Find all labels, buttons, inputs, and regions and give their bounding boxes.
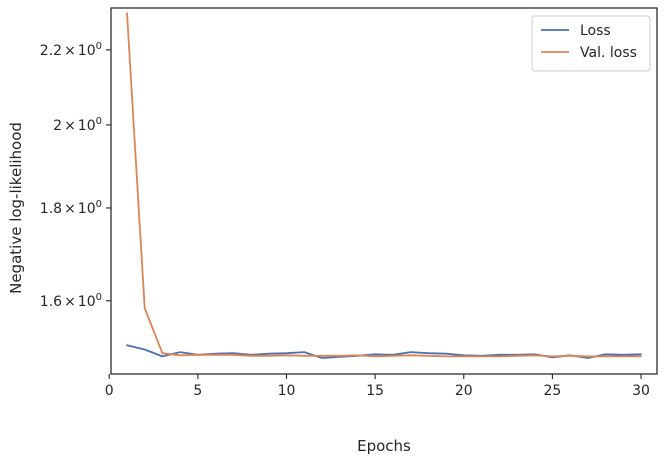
y-tick-label: 1.8 × 100 — [40, 199, 102, 217]
y-tick-base: 2 — [53, 118, 62, 134]
y-tick-exp: 0 — [96, 41, 102, 52]
legend-label-val-loss: Val. loss — [580, 45, 637, 61]
x-tick-label: 20 — [455, 383, 473, 399]
series-line-val-loss — [126, 12, 642, 358]
x-tick-label: 15 — [366, 383, 384, 399]
y-tick-exp: 0 — [96, 292, 102, 303]
y-tick-label: 2 × 100 — [53, 116, 102, 134]
y-tick-exp: 0 — [96, 116, 102, 127]
y-tick-mult: × — [64, 294, 76, 310]
y-tick-base: 1.6 — [40, 294, 62, 310]
x-axis-label: Epochs — [357, 437, 411, 455]
y-tick-pow: 10 — [78, 43, 96, 59]
y-tick-label: 1.6 × 100 — [40, 292, 102, 310]
y-tick-mult: × — [64, 43, 76, 59]
y-tick-pow: 10 — [78, 201, 96, 217]
y-tick-mult: × — [64, 201, 76, 217]
x-tick-label: 25 — [543, 383, 561, 399]
legend: Loss Val. loss — [531, 15, 651, 72]
y-tick-base: 2.2 — [40, 43, 62, 59]
x-axis: 0 5 10 15 20 25 30 — [105, 374, 650, 399]
y-tick-pow: 10 — [78, 118, 96, 134]
series-layer — [126, 12, 642, 359]
x-tick-label: 30 — [632, 383, 650, 399]
x-tick-label: 5 — [193, 383, 202, 399]
y-tick-pow: 10 — [78, 294, 96, 310]
x-tick-label: 10 — [278, 383, 296, 399]
legend-label-loss: Loss — [580, 23, 611, 39]
y-tick-mult: × — [64, 118, 76, 134]
y-tick-label: 2.2 × 100 — [40, 41, 102, 59]
y-tick-exp: 0 — [96, 199, 102, 210]
plot-frame — [110, 7, 658, 375]
y-tick-base: 1.8 — [40, 201, 62, 217]
x-tick-label: 0 — [105, 383, 114, 399]
y-axis-label: Negative log-likelihood — [7, 122, 25, 294]
